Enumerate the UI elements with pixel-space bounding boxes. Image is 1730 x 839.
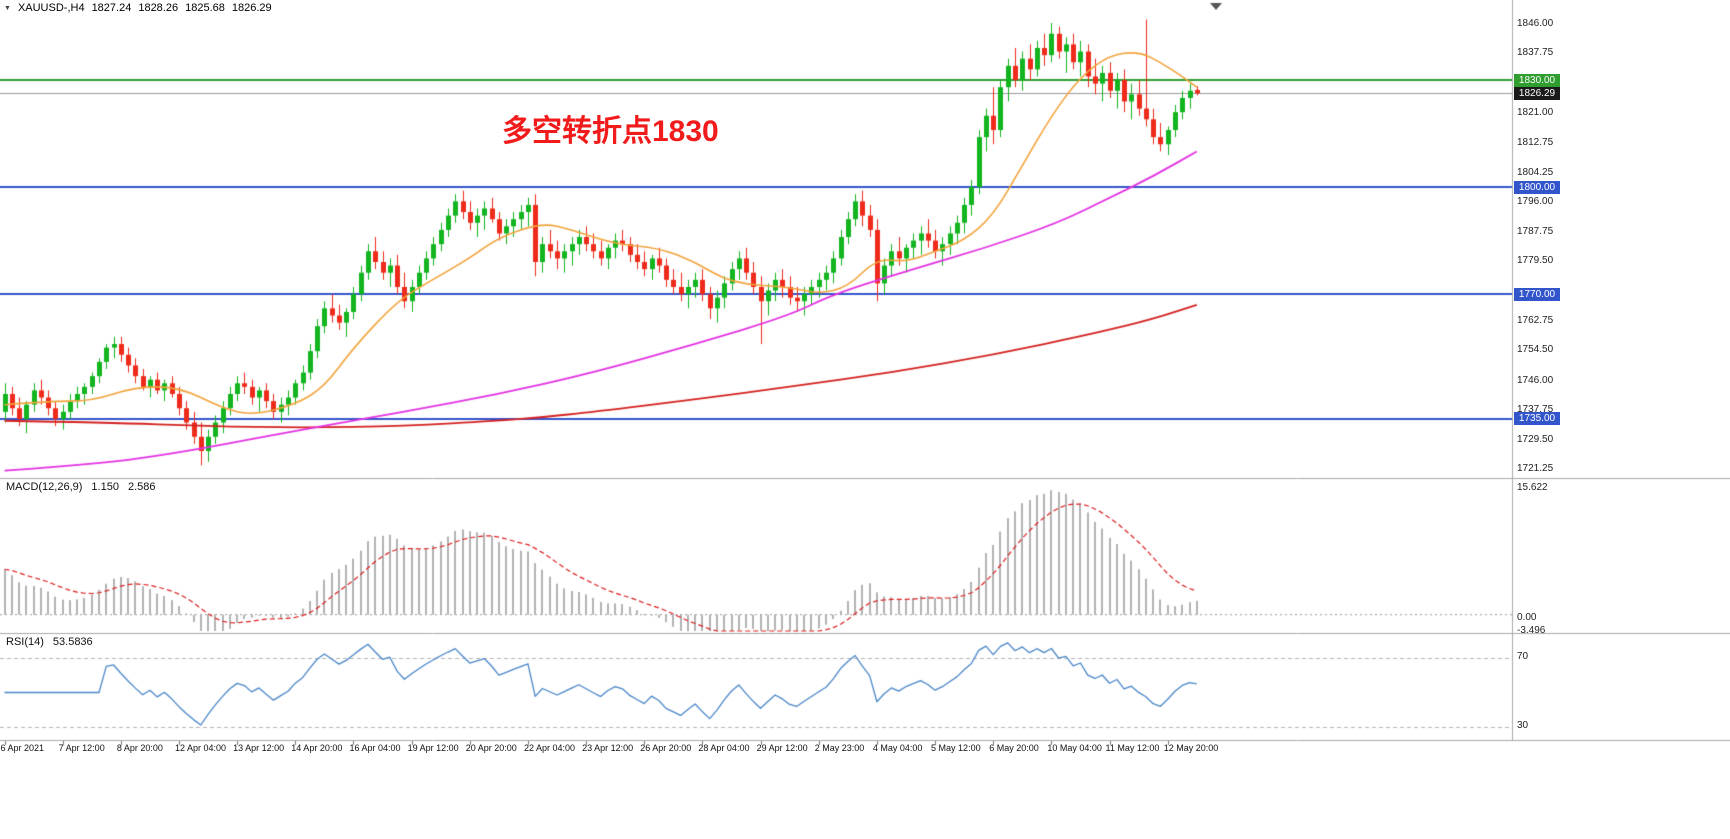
price-tick-label: 1787.75: [1517, 225, 1554, 237]
time-axis-label: 16 Apr 04:00: [349, 743, 401, 753]
ohlc-low-value: 1825.68: [185, 2, 225, 14]
macd-label-row: MACD(12,26,9) 1.150 2.586: [6, 481, 155, 493]
time-axis-label: 11 May 12:00: [1105, 743, 1160, 753]
macd-axis-max-label: 15.622: [1517, 482, 1548, 493]
macd-axis-zero-label: 0.00: [1517, 612, 1537, 623]
price-tick-label: 1846.00: [1517, 18, 1554, 29]
rsi-label-row: RSI(14) 53.5836: [6, 636, 93, 648]
price-tick-label: 1721.25: [1517, 462, 1554, 474]
symbol-info-bar: ▼ XAUUSD-,H4 1827.24 1828.26 1825.68 182…: [4, 2, 272, 14]
price-line-badge: 1770.00: [1514, 287, 1560, 301]
price-tick-label: 1729.50: [1517, 433, 1554, 445]
price-tick-label: 1762.75: [1517, 314, 1554, 326]
time-axis-label: 4 May 04:00: [872, 743, 923, 753]
time-axis-label: 28 Apr 04:00: [698, 743, 750, 753]
time-axis-label: 12 May 20:00: [1163, 743, 1219, 753]
macd-signal-value: 2.586: [127, 481, 156, 493]
macd-axis-min-label: -3.496: [1517, 625, 1546, 636]
price-tick-label: 1737.75: [1517, 404, 1554, 416]
rsi-value: 53.5836: [52, 636, 93, 648]
ohlc-open-value: 1827.24: [91, 2, 132, 14]
price-tick-label: 1804.25: [1517, 166, 1554, 178]
time-axis-label: 20 Apr 20:00: [465, 743, 517, 753]
chart-annotation-text[interactable]: 多空转折点1830: [502, 115, 719, 148]
time-axis-label: 2 May 23:00: [814, 743, 865, 753]
price-tick-label: 1837.75: [1517, 47, 1554, 59]
time-axis-label: 23 Apr 12:00: [582, 743, 634, 753]
macd-main-value: 1.150: [91, 481, 119, 493]
rsi-level-high-label: 70: [1517, 651, 1529, 662]
price-line-badge: 1800.00: [1514, 180, 1560, 194]
price-line-badge: 1826.29: [1514, 86, 1560, 100]
price-tick-label: 1812.75: [1517, 136, 1554, 148]
ohlc-close-value: 1826.29: [231, 2, 272, 14]
time-axis-label: 14 Apr 20:00: [291, 743, 343, 753]
time-axis-label: 6 May 20:00: [989, 743, 1039, 753]
price-tick-label: 1821.00: [1517, 107, 1554, 119]
time-axis-label: 26 Apr 20:00: [640, 743, 692, 753]
time-axis-label: 7 Apr 12:00: [58, 743, 105, 753]
symbol-timeframe-label: XAUUSD-,H4: [17, 2, 85, 14]
price-tick-label: 1779.50: [1517, 255, 1554, 267]
rsi-indicator-label: RSI(14): [6, 636, 44, 648]
rsi-level-low-label: 30: [1517, 720, 1529, 731]
time-axis-label: 5 May 12:00: [931, 743, 981, 753]
time-axis-label: 6 Apr 2021: [0, 743, 45, 753]
price-line-badge: 1830.00: [1514, 73, 1560, 87]
ohlc-high-value: 1828.26: [138, 2, 179, 14]
time-axis-label: 12 Apr 04:00: [174, 743, 227, 753]
price-tick-label: 1746.00: [1517, 374, 1554, 386]
price-tick-label: 1754.50: [1517, 344, 1554, 356]
time-axis-label: 13 Apr 12:00: [233, 743, 285, 753]
time-axis-label: 19 Apr 12:00: [407, 743, 459, 753]
symbol-dropdown-icon[interactable]: ▼: [4, 4, 11, 12]
time-axis-label: 29 Apr 12:00: [756, 743, 808, 753]
price-line-badge: 1735.00: [1514, 412, 1560, 426]
time-axis-label: 22 Apr 04:00: [523, 743, 575, 753]
price-tick-label: 1796.00: [1517, 196, 1554, 208]
macd-indicator-label: MACD(12,26,9): [6, 481, 83, 493]
time-axis-label: 10 May 04:00: [1047, 743, 1102, 753]
time-axis-label: 8 Apr 20:00: [116, 743, 163, 753]
